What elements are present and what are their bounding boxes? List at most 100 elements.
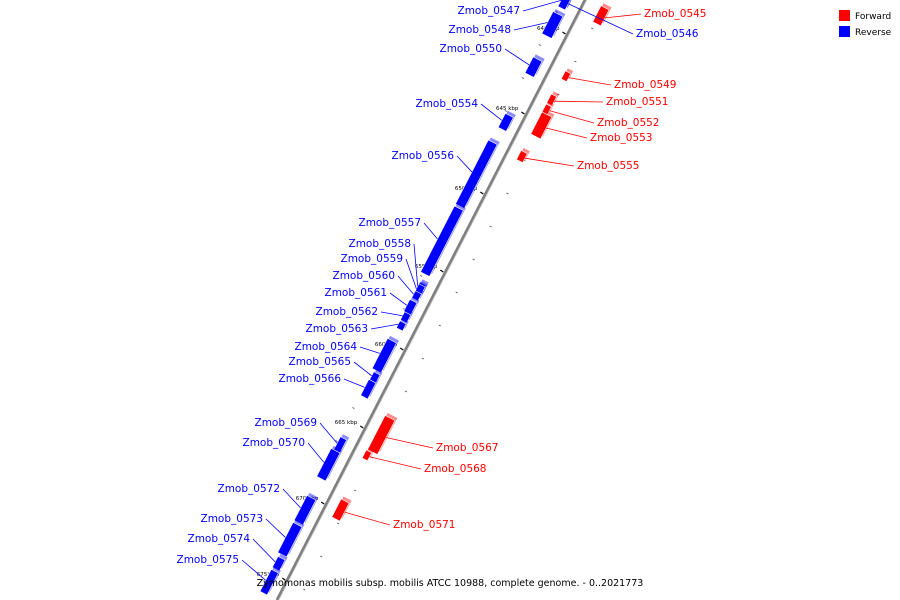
leader-line: [252, 538, 276, 563]
minor-tick: [489, 225, 492, 228]
leader-line: [504, 48, 530, 66]
leader-line: [241, 559, 266, 581]
leader-line: [456, 155, 473, 173]
gene-label[interactable]: Zmob_0550: [440, 43, 502, 55]
gene-label[interactable]: Zmob_0574: [188, 533, 251, 545]
scale-tick-mark: [439, 269, 444, 273]
scale-tick-mark: [521, 111, 525, 115]
gene-label[interactable]: Zmob_0566: [279, 373, 342, 385]
gene-label[interactable]: Zmob_0553: [590, 132, 652, 144]
gene-box-zmob-0571[interactable]: [331, 498, 350, 522]
leader-line: [480, 103, 502, 121]
leader-line: [549, 110, 595, 124]
gene-box-zmob-0564[interactable]: [371, 338, 397, 374]
gene-label[interactable]: Zmob_0570: [243, 437, 305, 449]
scale-tick-mark: [281, 577, 286, 581]
gene-label[interactable]: Zmob_0560: [333, 270, 395, 282]
gene-box-zmob-0566[interactable]: [360, 378, 377, 400]
gene-label[interactable]: Zmob_0556: [392, 150, 455, 162]
leader-line: [307, 442, 325, 463]
leader-line: [524, 157, 575, 167]
gene-box-zmob-0560[interactable]: [411, 290, 423, 302]
minor-tick: [455, 291, 458, 294]
gene-box-zmob-0554[interactable]: [497, 112, 514, 132]
map-caption: Zymomonas mobilis subsp. mobilis ATCC 10…: [256, 578, 644, 589]
gene-label[interactable]: Zmob_0546: [636, 28, 699, 40]
gene-label[interactable]: Zmob_0569: [255, 417, 317, 429]
scale-tick-mark: [320, 501, 325, 505]
gene-label[interactable]: Zmob_0561: [325, 287, 387, 299]
scale-tick-label: 665 kbp: [335, 420, 358, 426]
gene-box-zmob-0556[interactable]: [455, 139, 498, 209]
gene-label[interactable]: Zmob_0573: [201, 513, 263, 525]
legend: Forward Reverse: [839, 10, 892, 38]
gene-box-zmob-0553[interactable]: [530, 111, 553, 140]
minor-tick: [336, 522, 340, 525]
leader-line: [353, 361, 372, 377]
backbone: [275, 0, 587, 600]
gene-label[interactable]: Zmob_0564: [295, 341, 358, 353]
gene-label[interactable]: Zmob_0562: [316, 306, 378, 318]
gene-box-zmob-0555[interactable]: [516, 150, 528, 164]
leader-line: [380, 311, 403, 317]
gene-label[interactable]: Zmob_0558: [349, 238, 411, 250]
gene-label[interactable]: Zmob_0545: [644, 8, 706, 20]
gene-box-zmob-0572[interactable]: [293, 495, 317, 526]
scale-tick-mark: [562, 31, 566, 35]
gene-label[interactable]: Zmob_0565: [289, 356, 351, 368]
leader-line: [604, 13, 642, 19]
minor-tick: [353, 489, 357, 492]
gene-label[interactable]: Zmob_0555: [577, 160, 639, 172]
gene-box-zmob-0573[interactable]: [277, 522, 303, 558]
leader-line: [343, 378, 365, 388]
gene-label[interactable]: Zmob_0559: [341, 253, 403, 265]
leader-line: [319, 422, 338, 444]
minor-tick: [404, 390, 408, 393]
gene-box-zmob-0567[interactable]: [367, 415, 396, 455]
leader-line: [389, 292, 408, 306]
leader-line: [370, 323, 399, 330]
leader-line: [568, 77, 612, 86]
gene-box-zmob-0574[interactable]: [271, 555, 286, 572]
gene-box-zmob-0563[interactable]: [395, 320, 407, 332]
scale-tick-mark: [359, 425, 364, 429]
minor-tick: [504, 110, 508, 112]
gene-label[interactable]: Zmob_0575: [177, 554, 239, 566]
leader-line: [423, 222, 438, 240]
leader-line: [546, 127, 588, 139]
gene-label[interactable]: Zmob_0571: [393, 519, 455, 531]
legend-swatch-reverse: [839, 26, 850, 37]
gene-label[interactable]: Zmob_0548: [449, 24, 511, 36]
gene-box-zmob-0557[interactable]: [420, 205, 464, 277]
minor-tick: [419, 275, 423, 277]
gene-label[interactable]: Zmob_0549: [614, 79, 676, 91]
gene-box-zmob-0549[interactable]: [560, 70, 572, 82]
gene-label[interactable]: Zmob_0567: [436, 442, 498, 454]
gene-label[interactable]: Zmob_0552: [597, 117, 659, 129]
gene-box-zmob-0568[interactable]: [361, 449, 372, 462]
leader-line: [522, 0, 562, 12]
gene-box-zmob-0575[interactable]: [259, 568, 279, 596]
gene-box-zmob-0551[interactable]: [546, 93, 558, 107]
leader-line: [560, 0, 634, 35]
gene-label[interactable]: Zmob_0547: [458, 5, 520, 17]
minor-tick: [557, 93, 560, 96]
gene-box-zmob-0561[interactable]: [403, 298, 418, 316]
gene-box-zmob-0547[interactable]: [557, 0, 571, 11]
leader-line: [359, 346, 380, 354]
leader-line: [397, 275, 414, 295]
leader-line: [413, 243, 419, 287]
gene-label[interactable]: Zmob_0572: [218, 483, 280, 495]
gene-label[interactable]: Zmob_0551: [606, 96, 668, 108]
leader-line: [405, 258, 417, 289]
minor-tick: [555, 11, 558, 13]
gene-label[interactable]: Zmob_0557: [359, 217, 421, 229]
gene-label[interactable]: Zmob_0563: [306, 323, 368, 335]
gene-box-zmob-0550[interactable]: [524, 56, 543, 78]
gene-box-zmob-0570[interactable]: [316, 448, 341, 482]
gene-box-zmob-0548[interactable]: [541, 11, 564, 39]
gene-label[interactable]: Zmob_0554: [416, 98, 479, 110]
gene-label[interactable]: Zmob_0568: [424, 463, 486, 475]
gene-box-zmob-0562[interactable]: [400, 311, 412, 324]
